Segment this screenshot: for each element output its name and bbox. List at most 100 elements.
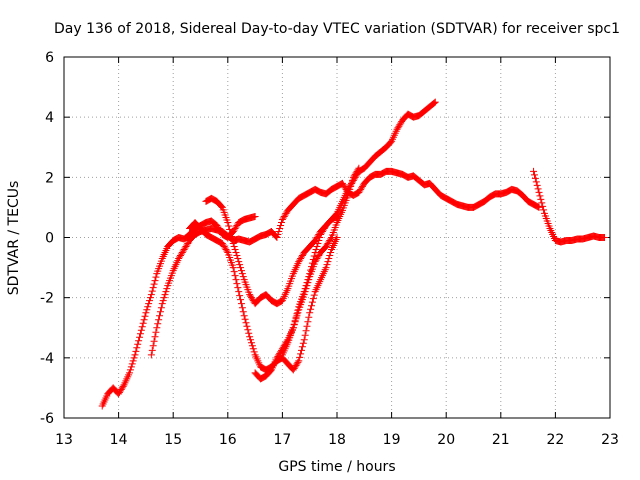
data-point [247,294,255,302]
data-point [228,236,236,244]
data-point [312,246,320,254]
data-point [233,252,241,260]
data-point [302,282,310,290]
data-point [537,195,545,203]
data-point [236,261,244,269]
data-point [237,300,245,308]
data-point [279,214,287,222]
data-point [152,328,160,336]
data-point [289,366,297,374]
data-point [348,179,356,187]
data-point [151,333,159,341]
data-point [292,313,300,321]
data-point [144,303,152,311]
data-point [323,261,331,269]
data-point [357,185,365,193]
data-point [296,353,304,361]
data-point [530,171,538,179]
data-point [295,258,303,266]
data-point [429,100,437,108]
data-point [338,179,346,187]
data-point [182,243,190,251]
data-point [294,358,302,366]
data-point [306,309,314,317]
data-point [310,252,318,260]
data-point [277,218,285,226]
data-point [220,243,228,251]
axis-ticks: 13 14 15 16 17 18 19 20 21 22 23 -6 -4 -2 0 2 4 6 [40,50,619,448]
data-point [237,264,245,272]
data-point [117,385,125,393]
data-point [232,223,240,231]
data-point [298,346,306,354]
data-point [230,226,238,234]
data-point [248,342,256,350]
data-point [297,255,305,263]
data-point [234,284,242,292]
data-point [222,246,230,254]
data-point [539,202,547,210]
data-point [223,247,231,255]
data-point [277,221,285,229]
data-point [225,222,233,230]
data-point [344,191,352,199]
x-tick-label: 20 [437,432,455,448]
data-point [348,176,356,184]
data-point [318,227,326,235]
data-point [304,276,312,284]
data-point [332,213,340,221]
data-point [331,213,339,221]
data-point [308,298,316,306]
data-point [305,313,313,321]
data-point [387,138,395,146]
data-point [175,255,183,263]
data-point [180,246,188,254]
y-tick-label: -4 [40,351,54,367]
data-point [326,252,334,260]
data-point [396,121,404,129]
data-point [313,243,321,251]
data-point [245,329,253,337]
data-point [232,249,240,257]
data-point [136,330,144,338]
data-point [148,287,156,295]
data-point [224,218,232,226]
data-point [119,382,127,390]
data-point [292,361,300,369]
data-point [319,226,327,234]
data-point [278,215,286,223]
y-tick-label: 0 [45,231,54,247]
data-point [116,387,124,395]
data-point [323,241,331,249]
data-point [349,173,357,181]
data-point [316,234,324,241]
data-point [339,181,347,189]
data-point [354,166,362,174]
data-point [143,306,151,314]
data-point [535,188,543,196]
data-point [231,224,239,232]
data-point [273,354,281,362]
data-point [147,351,155,359]
data-point [310,291,318,299]
data-point [300,288,308,296]
data-point [115,390,123,398]
data-point [303,322,311,330]
data-point [239,273,247,281]
data-point [159,297,167,305]
data-point [218,240,226,248]
data-point [161,291,169,299]
data-point [309,295,317,303]
data-point [162,288,170,296]
data-point [233,221,241,229]
data-point [353,167,361,175]
data-point [241,315,249,323]
data-point [347,182,355,190]
data-point [148,346,156,354]
data-point [298,343,306,351]
data-point [176,253,184,261]
data-point [296,256,304,264]
x-tick-label: 23 [601,432,619,448]
data-point [303,279,311,287]
data-point [358,184,366,192]
